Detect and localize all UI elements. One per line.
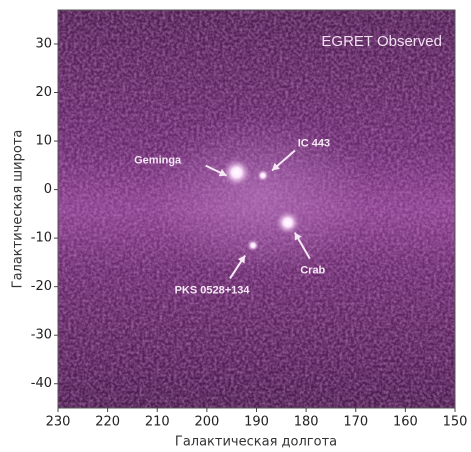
- x-tick-label: 230: [46, 415, 71, 430]
- y-tick-label: -30: [31, 328, 52, 343]
- arrow-head: [271, 162, 280, 171]
- y-tick-label: 30: [35, 36, 52, 51]
- source: [247, 239, 260, 252]
- x-tick-label: 150: [443, 415, 468, 430]
- source-label: Geminga: [134, 155, 182, 167]
- y-tick-label: 0: [44, 182, 52, 197]
- source-label: PKS 0528+134: [175, 284, 251, 296]
- y-tick-label: -40: [31, 376, 52, 391]
- arrow-head: [218, 168, 227, 177]
- y-tick-label: 10: [35, 134, 52, 149]
- y-tick-label: 20: [35, 85, 52, 100]
- x-tick-label: 190: [244, 415, 269, 430]
- x-tick-label: 200: [194, 415, 219, 430]
- x-tick-label: 170: [343, 415, 368, 430]
- source: [256, 169, 269, 182]
- map-texture: [58, 10, 455, 408]
- x-tick-label: 180: [294, 415, 319, 430]
- arrow-head: [294, 232, 302, 241]
- chart-title: EGRET Observed: [321, 33, 442, 50]
- source-label: IC 443: [298, 137, 330, 149]
- y-tick-label: -10: [31, 231, 52, 246]
- arrow-head: [237, 255, 246, 264]
- source-label: Crab: [300, 264, 325, 276]
- sky-map: [57, 9, 456, 409]
- x-tick-label: 210: [145, 415, 170, 430]
- source: [222, 158, 251, 187]
- y-tick-label: -20: [31, 279, 52, 294]
- x-axis-label: Галактическая долгота: [175, 435, 337, 450]
- x-tick-label: 160: [393, 415, 418, 430]
- y-axis-label: Галактическая широта: [11, 130, 26, 289]
- source: [275, 210, 300, 235]
- x-tick-label: 220: [95, 415, 120, 430]
